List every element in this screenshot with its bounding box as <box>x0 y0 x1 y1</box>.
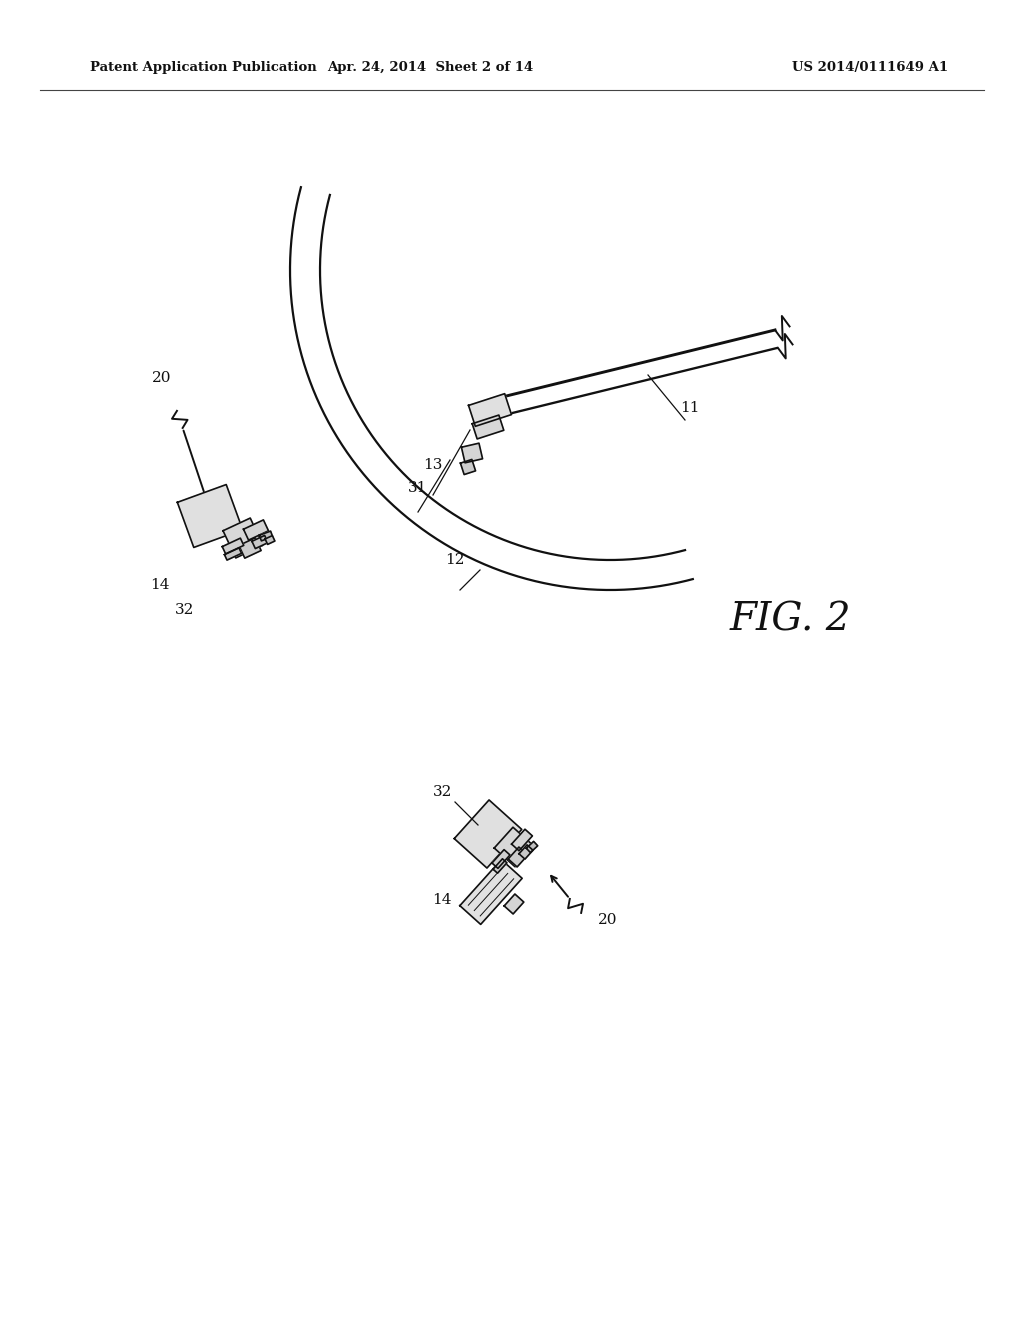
Polygon shape <box>526 841 538 853</box>
Text: 14: 14 <box>151 578 170 591</box>
Polygon shape <box>472 414 504 440</box>
Polygon shape <box>455 800 522 869</box>
Text: 32: 32 <box>433 785 453 799</box>
Polygon shape <box>462 444 482 463</box>
Text: 20: 20 <box>598 913 617 927</box>
Text: 20: 20 <box>153 371 172 385</box>
Polygon shape <box>512 829 532 851</box>
Polygon shape <box>460 859 522 924</box>
Polygon shape <box>259 531 272 541</box>
Polygon shape <box>504 894 524 913</box>
Polygon shape <box>177 484 243 548</box>
Polygon shape <box>222 539 244 554</box>
Text: 14: 14 <box>432 894 452 907</box>
Text: 32: 32 <box>175 603 195 616</box>
Polygon shape <box>239 537 261 558</box>
Polygon shape <box>508 847 527 867</box>
Text: 13: 13 <box>423 458 442 473</box>
Text: FIG. 2: FIG. 2 <box>729 602 851 639</box>
Text: 31: 31 <box>409 480 428 495</box>
Polygon shape <box>224 548 242 560</box>
Text: 12: 12 <box>445 553 465 568</box>
Polygon shape <box>252 536 268 549</box>
Polygon shape <box>461 459 475 475</box>
Text: Apr. 24, 2014  Sheet 2 of 14: Apr. 24, 2014 Sheet 2 of 14 <box>327 62 534 74</box>
Polygon shape <box>495 828 534 867</box>
Polygon shape <box>519 845 532 859</box>
Polygon shape <box>244 520 268 540</box>
Polygon shape <box>494 859 507 874</box>
Polygon shape <box>223 517 263 558</box>
Polygon shape <box>265 536 274 544</box>
Text: Patent Application Publication: Patent Application Publication <box>90 62 316 74</box>
Text: US 2014/0111649 A1: US 2014/0111649 A1 <box>792 62 948 74</box>
Text: 11: 11 <box>680 401 699 414</box>
Polygon shape <box>492 850 510 869</box>
Polygon shape <box>469 393 511 426</box>
